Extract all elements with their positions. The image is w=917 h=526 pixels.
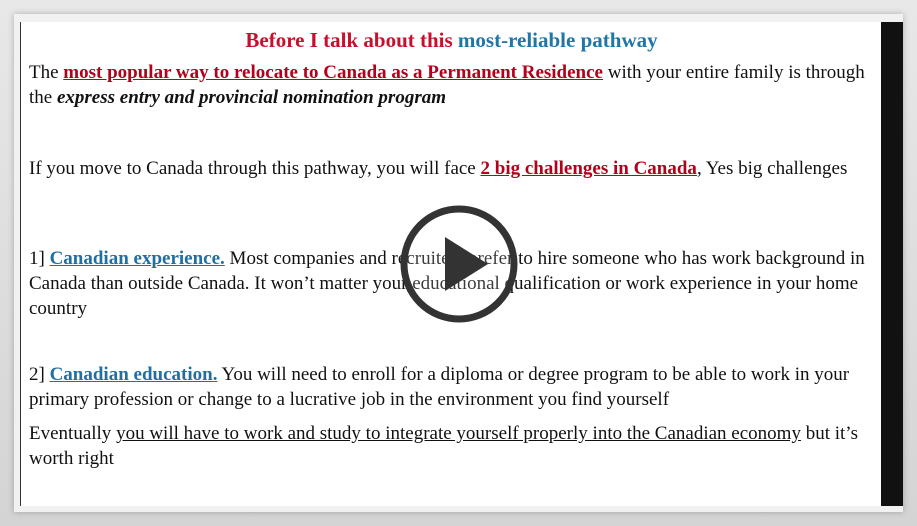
title-part-blue: most-reliable pathway: [457, 28, 658, 52]
paragraph-experience: 1] Canadian experience. Most companies a…: [29, 246, 879, 321]
p3-number: 1]: [29, 248, 45, 269]
slide-content: Before I talk about this most-reliable p…: [20, 22, 882, 506]
paragraph-conclusion: Eventually you will have to work and stu…: [29, 421, 879, 471]
p1-emphasis: express entry and provincial nomination …: [56, 87, 446, 108]
play-icon[interactable]: [400, 205, 518, 323]
p2-highlight: 2 big challenges in Canada: [480, 158, 697, 179]
title-part-red: Before I talk about this: [245, 28, 453, 52]
paragraph-education: 2] Canadian education. You will need to …: [29, 362, 879, 412]
p5-post: but it’s worth right: [29, 423, 858, 469]
p4-highlight: Canadian education.: [49, 364, 218, 385]
slide-right-border: [881, 22, 903, 506]
p4-number: 2]: [29, 364, 45, 385]
p4-post: You will need to enroll for a diploma or…: [29, 364, 850, 410]
p1-pre: The: [29, 62, 59, 83]
p2-post: , Yes big challenges: [696, 158, 848, 179]
p3-post: Most companies and recruiters prefer to …: [29, 248, 865, 319]
p5-pre: Eventually: [29, 423, 112, 444]
paragraph-intro: The most popular way to relocate to Cana…: [29, 60, 879, 110]
p1-mid: with your entire family is through the: [29, 62, 865, 108]
p3-highlight: Canadian experience.: [49, 248, 225, 269]
paragraph-challenges: If you move to Canada through this pathw…: [29, 156, 879, 181]
p2-pre: If you move to Canada through this pathw…: [29, 158, 476, 179]
p5-underlined: you will have to work and study to integ…: [116, 423, 801, 444]
slide-title: Before I talk about this most-reliable p…: [21, 28, 882, 53]
p1-highlight: most popular way to relocate to Canada a…: [63, 62, 603, 83]
